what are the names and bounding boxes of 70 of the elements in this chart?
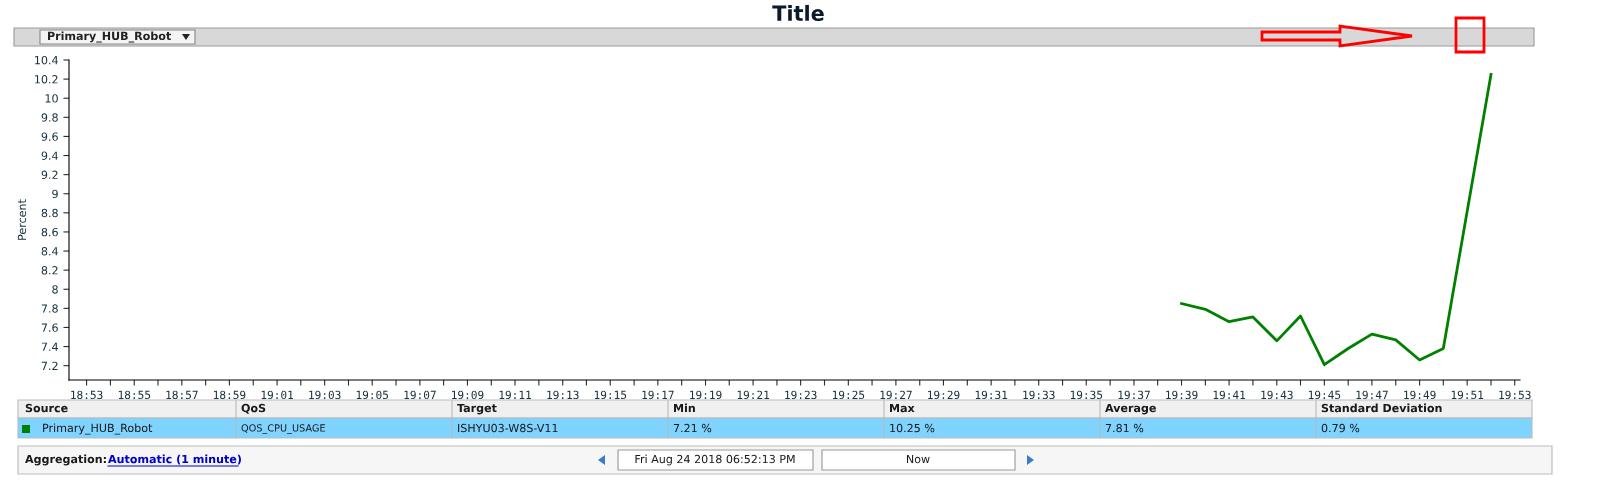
- x-tick-label: 19:09: [452, 390, 484, 400]
- x-tick-label: 19:29: [928, 390, 960, 400]
- x-tick-label: 19:47: [1356, 390, 1388, 400]
- text: Now: [906, 454, 930, 464]
- legend-label: Primary_HUB_Robot: [43, 423, 153, 435]
- x-tick-label: 19:19: [690, 390, 722, 400]
- x-tick-label: 19:03: [309, 390, 341, 400]
- text: Fri Aug 24 2018 06:52:13 PM: [635, 454, 795, 466]
- x-tick-label: 19:25: [832, 390, 865, 400]
- text: 10.25 %: [890, 423, 935, 433]
- text: QoS: [241, 403, 266, 414]
- text: Min: [674, 403, 695, 413]
- text: Aggregation:: [25, 454, 106, 466]
- x-tick-label: 19:43: [1261, 390, 1293, 400]
- x-tick-label: 19:11: [499, 390, 531, 400]
- y-tick-label: 9.6: [41, 132, 58, 141]
- x-tick-label: 19:45: [1308, 390, 1341, 400]
- x-tick-label: 19:51: [1451, 390, 1484, 400]
- y-tick-label: 7.2: [41, 361, 58, 370]
- x-tick-label: 18:59: [213, 390, 246, 400]
- text: 0.79 %: [1321, 423, 1360, 433]
- x-tick-label: 18:55: [118, 390, 151, 400]
- x-tick-label: 19:53: [1499, 390, 1531, 400]
- x-tick-label: 19:41: [1213, 390, 1246, 400]
- y-tick-label: 8: [52, 285, 58, 294]
- y-axis-title: Percent: [17, 199, 27, 240]
- x-tick-label: 19:33: [1023, 390, 1055, 400]
- y-tick-label: 7.4: [41, 342, 58, 351]
- x-tick-label: 19:17: [642, 390, 674, 400]
- x-tick-label: 19:07: [404, 390, 436, 400]
- x-tick-label: 19:39: [1166, 390, 1198, 400]
- chart-title: Title: [772, 4, 824, 22]
- text: Max: [890, 403, 915, 413]
- line-series: [1180, 72, 1493, 367]
- y-tick-label: 10.4: [35, 55, 58, 65]
- y-tick-label: 8.2: [41, 266, 58, 275]
- y-tick-label: 8.6: [41, 227, 58, 237]
- y-tick-label: 8.8: [41, 208, 58, 218]
- y-tick-label: 9.2: [41, 170, 58, 180]
- y-tick-label: 9.4: [41, 151, 58, 160]
- text: Standard Deviation: [1321, 403, 1442, 413]
- y-tick-label: 9.8: [41, 113, 58, 122]
- y-tick-label: 10: [45, 94, 58, 103]
- x-tick-label: 19:21: [737, 390, 770, 400]
- x-tick-label: 19:05: [356, 390, 389, 400]
- text: ISHYU03-W8S-V11: [458, 423, 558, 433]
- y-tick-label: 8.4: [41, 247, 58, 256]
- text: Target: [457, 403, 497, 415]
- x-tick-label: 19:35: [1070, 390, 1103, 400]
- y-tick-label: 10.2: [35, 75, 58, 84]
- text: Source: [25, 403, 68, 413]
- x-tick-label: 19:15: [594, 390, 627, 400]
- text: Primary_HUB_Robot: [48, 31, 171, 43]
- y-tick-label: 7.8: [41, 304, 58, 313]
- text: Automatic (1 minute): [108, 454, 241, 465]
- y-tick-label: 9: [52, 189, 58, 199]
- x-tick-label: 19:37: [1118, 390, 1150, 400]
- text: QOS_CPU_USAGE: [241, 424, 325, 434]
- x-tick-label: 19:49: [1404, 390, 1436, 400]
- x-tick-label: 18:57: [166, 390, 198, 400]
- x-tick-label: 19:27: [880, 390, 912, 400]
- text: 7.21 %: [673, 423, 712, 433]
- x-tick-label: 19:31: [975, 390, 1008, 400]
- x-tick-label: 19:13: [547, 390, 579, 400]
- text: 7.81 %: [1105, 423, 1144, 433]
- x-tick-label: 18:53: [71, 390, 103, 400]
- x-tick-label: 19:01: [261, 390, 294, 400]
- x-tick-label: 19:23: [785, 390, 817, 400]
- text: Average: [1105, 403, 1156, 415]
- y-tick-label: 7.6: [41, 323, 58, 332]
